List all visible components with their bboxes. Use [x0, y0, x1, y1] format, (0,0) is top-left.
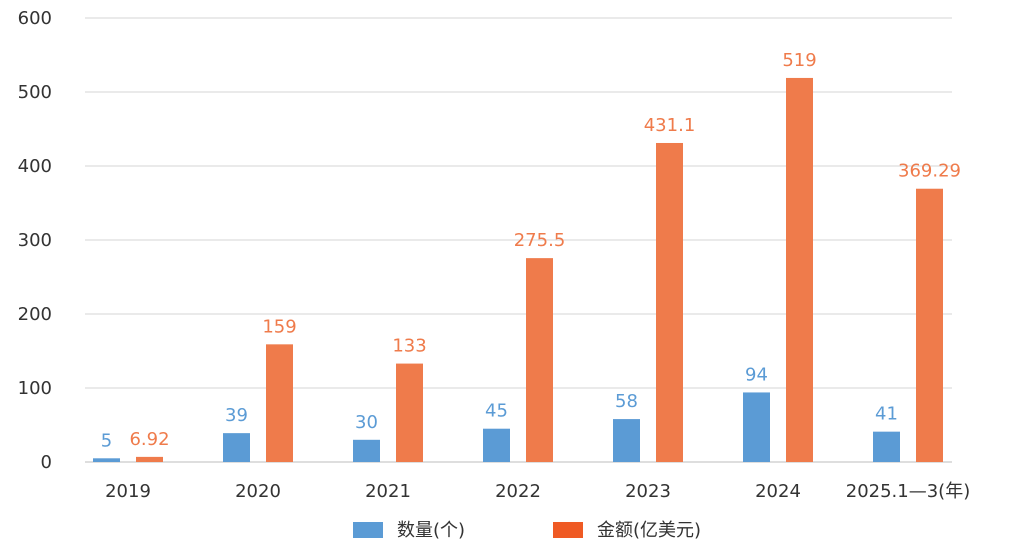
y-tick-label: 600 — [18, 8, 52, 29]
y-tick-label: 100 — [18, 378, 52, 399]
bar-count — [613, 419, 640, 462]
data-label-amount: 519 — [782, 50, 816, 71]
legend: 数量(个) 金额(亿美元) — [353, 520, 701, 541]
bar-amount — [266, 344, 293, 462]
data-label-count: 30 — [355, 412, 378, 433]
x-axis-ticks: 2019 2020 2021 2022 2023 2024 2025.1—3(年) — [105, 481, 970, 502]
x-tick-label: 2020 — [235, 481, 281, 502]
data-label-count: 5 — [101, 430, 112, 451]
x-tick-label: 2024 — [755, 481, 801, 502]
data-label-count: 58 — [615, 391, 638, 412]
data-label-count: 94 — [745, 364, 768, 385]
x-tick-label: 2019 — [105, 481, 151, 502]
x-tick-label: 2022 — [495, 481, 541, 502]
bars — [93, 77, 943, 462]
bar-amount — [136, 456, 163, 462]
legend-label: 金额(亿美元) — [597, 520, 701, 541]
x-tick-label: 2021 — [365, 481, 411, 502]
bar-count — [483, 428, 510, 462]
bar-count — [873, 431, 900, 462]
legend-swatch — [553, 522, 583, 538]
y-tick-label: 300 — [18, 230, 52, 251]
data-label-count: 45 — [485, 401, 508, 422]
bar-count — [223, 433, 250, 462]
bar-count — [93, 458, 120, 462]
x-tick-label: 2023 — [625, 481, 671, 502]
data-label-amount: 6.92 — [129, 429, 169, 450]
data-label-amount: 159 — [262, 316, 296, 337]
y-axis-ticks: 0 100 200 300 400 500 600 — [18, 8, 52, 473]
data-label-amount: 431.1 — [644, 115, 696, 136]
y-tick-label: 200 — [18, 304, 52, 325]
data-labels: 5 6.92 39 159 30 133 45 275.5 58 431.1 94 519 41 369.… — [101, 50, 961, 451]
y-tick-label: 400 — [18, 156, 52, 177]
y-tick-label: 0 — [41, 452, 52, 473]
x-tick-label: 2025.1—3(年) — [846, 481, 970, 502]
gridlines — [85, 17, 952, 463]
data-label-count: 39 — [225, 405, 248, 426]
bar-amount — [396, 363, 423, 462]
data-label-amount: 369.29 — [898, 161, 961, 182]
bar-count — [353, 439, 380, 462]
legend-swatch — [353, 522, 383, 538]
y-tick-label: 500 — [18, 82, 52, 103]
data-label-amount: 275.5 — [514, 230, 566, 251]
bar-amount — [656, 142, 683, 462]
bar-amount — [526, 258, 553, 462]
bar-count — [743, 392, 770, 462]
bar-amount — [916, 188, 943, 462]
legend-label: 数量(个) — [397, 520, 465, 541]
data-label-count: 41 — [875, 404, 898, 425]
bar-amount — [786, 77, 813, 462]
data-label-amount: 133 — [392, 336, 426, 357]
